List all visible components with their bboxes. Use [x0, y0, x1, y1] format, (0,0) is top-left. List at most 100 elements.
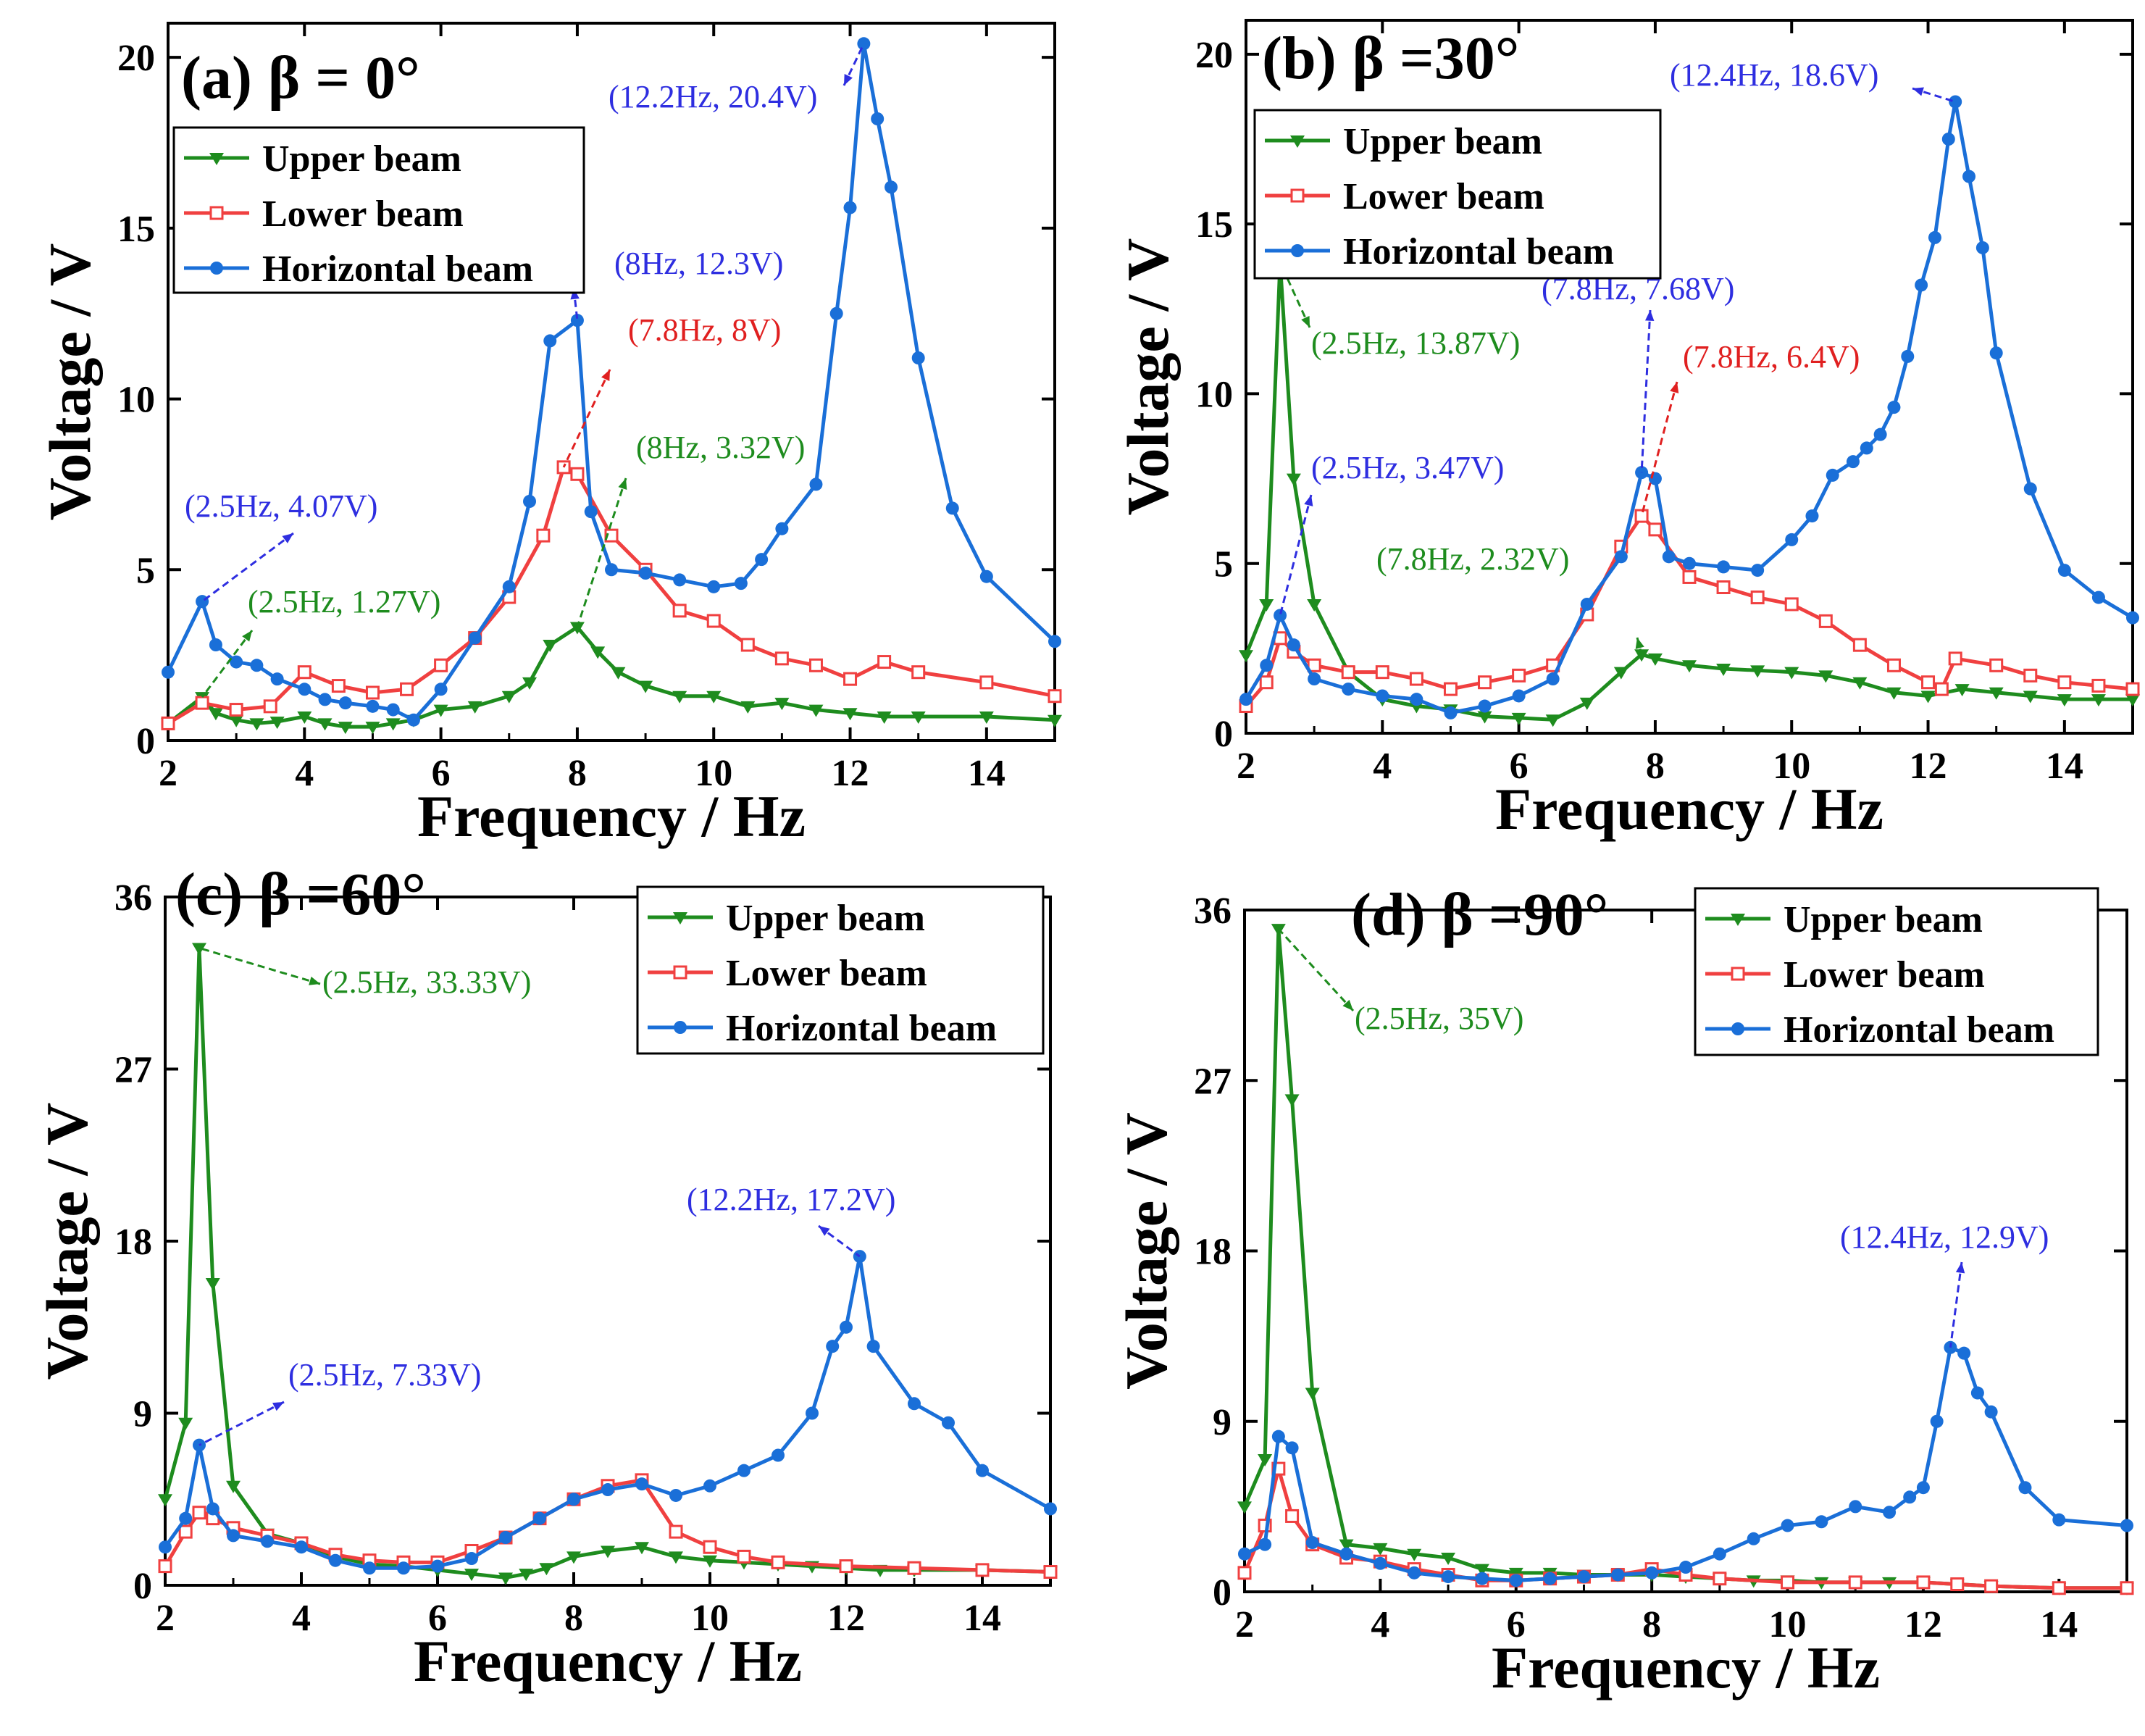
data-point [1989, 658, 2004, 672]
panel-label: (c) [175, 861, 243, 928]
data-point [1784, 597, 1799, 612]
data-point [1784, 667, 1799, 680]
data-point [1934, 682, 1949, 696]
series-upper-beam [161, 622, 1062, 735]
data-point [1750, 591, 1765, 605]
data-point [158, 1559, 172, 1574]
y-tick-label: 10 [117, 380, 155, 421]
annotation-arrowhead [601, 370, 610, 381]
x-tick-label: 6 [1507, 1604, 1526, 1645]
data-point [365, 722, 380, 735]
data-point [1478, 675, 1492, 690]
data-point [703, 1555, 717, 1568]
data-point [400, 682, 414, 696]
data-point [1957, 1346, 1971, 1360]
data-point [1751, 564, 1765, 577]
data-point [755, 553, 769, 567]
x-tick-label: 6 [428, 1598, 447, 1639]
annotation-arrowhead [1644, 310, 1655, 322]
data-point [2052, 1513, 2066, 1527]
legend-box [172, 126, 585, 294]
y-axis-title: Voltage / V [37, 243, 103, 521]
data-point [543, 640, 558, 652]
annotation-leader [1277, 928, 1355, 1012]
data-point [192, 943, 206, 956]
data-point [1342, 683, 1355, 696]
data-point [703, 1479, 716, 1493]
data-point [1373, 1543, 1388, 1556]
data-point [536, 528, 551, 543]
data-point [775, 522, 789, 535]
data-point [1260, 659, 1274, 672]
data-point [1307, 598, 1322, 612]
annotation-label: (8Hz, 12.3V) [614, 246, 783, 281]
legend-marker [674, 1021, 687, 1034]
annotation-arrowhead [1304, 495, 1313, 506]
annotation-leader [1949, 1261, 1963, 1348]
data-point [1852, 677, 1868, 690]
y-tick-label: 27 [1194, 1061, 1232, 1102]
data-point [1577, 1570, 1591, 1584]
annotation-label: (7.8Hz, 8V) [628, 312, 781, 348]
y-tick-label: 9 [133, 1394, 152, 1435]
data-point [857, 37, 871, 51]
legend-marker [1290, 188, 1305, 203]
annotation-arrowhead [272, 1402, 284, 1411]
data-point [1846, 455, 1860, 469]
y-tick-label: 0 [133, 1566, 152, 1607]
data-point [740, 701, 756, 714]
data-point [1375, 665, 1389, 680]
data-point [1285, 1508, 1300, 1523]
data-point [1341, 665, 1355, 680]
annotation-leader [562, 369, 611, 468]
data-point [806, 1406, 819, 1420]
data-point [205, 1278, 220, 1291]
data-point [829, 306, 843, 320]
data-point [1989, 346, 2003, 360]
data-point [1305, 1536, 1319, 1550]
annotation-label: (2.5Hz, 3.47V) [1311, 450, 1504, 485]
data-point [467, 701, 482, 714]
data-point [2023, 690, 2038, 704]
data-point [1408, 1566, 1421, 1579]
data-point [669, 1524, 683, 1539]
data-point [406, 713, 420, 727]
y-tick-label: 5 [1214, 544, 1233, 585]
legend-marker [210, 262, 223, 275]
data-point [707, 580, 721, 593]
data-point [1815, 1515, 1828, 1529]
data-point [839, 1559, 853, 1574]
legend-marker [1731, 967, 1745, 981]
legend-marker [1731, 914, 1745, 926]
data-point [635, 1542, 649, 1555]
data-point [2125, 682, 2140, 696]
annotation-arrowhead [1342, 999, 1353, 1011]
data-point [543, 334, 557, 348]
data-point [979, 711, 994, 724]
data-point [226, 1480, 241, 1493]
y-tick-label: 0 [1214, 714, 1233, 755]
data-point [522, 677, 538, 690]
data-point [638, 680, 653, 693]
data-point [1903, 1490, 1917, 1504]
legend-label: Horizontal beam [1343, 231, 1614, 272]
data-point [1860, 441, 1873, 455]
data-point [192, 1506, 206, 1520]
data-point [1237, 1566, 1252, 1580]
annotation-arrowhead [844, 74, 853, 85]
data-point [331, 679, 346, 693]
data-point [297, 711, 312, 724]
panel-angle: β =90° [1442, 881, 1609, 948]
y-tick-label: 0 [1213, 1572, 1232, 1614]
upper-beam-line [1244, 260, 2133, 722]
data-point [1713, 1572, 1727, 1586]
data-point [703, 1540, 717, 1554]
data-point [774, 698, 790, 711]
data-point [161, 716, 175, 730]
data-point [1805, 509, 1819, 523]
annotation-arrowhead [242, 630, 252, 642]
data-point [771, 1555, 785, 1569]
x-axis-title: Frequency / Hz [414, 1628, 802, 1694]
y-tick-label: 18 [1194, 1232, 1232, 1273]
